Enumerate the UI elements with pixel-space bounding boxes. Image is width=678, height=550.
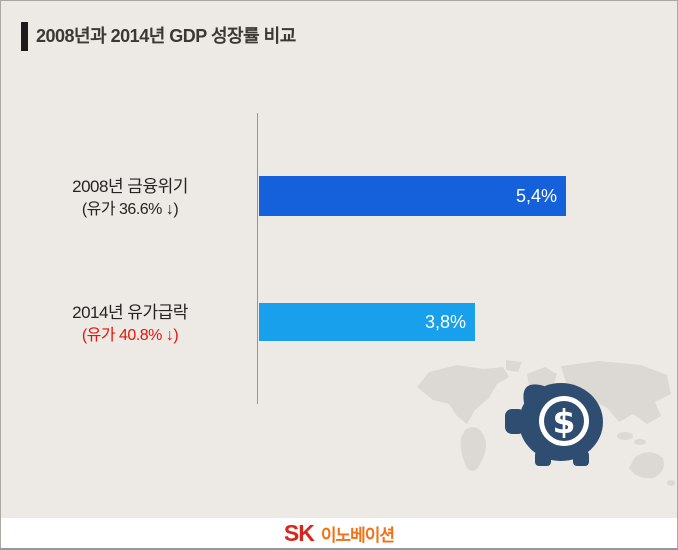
decoration-graphic: $	[417, 360, 675, 486]
bar-value-label: 3,8%	[424, 311, 466, 332]
chart-baseline-axis	[257, 113, 258, 404]
world-map-icon	[417, 360, 675, 486]
bar-2014-gdp-growth: 3,8%	[259, 303, 475, 341]
category-subtitle: (유가 36.6% ↓)	[81, 201, 179, 218]
sk-logo: SK	[283, 520, 315, 546]
category-subtitle: (유가 40.8% ↓)	[81, 327, 179, 344]
bar-2008-gdp-growth: 5,4%	[259, 176, 566, 216]
category-title: 2008년 금융위기	[72, 177, 188, 196]
category-title: 2014년 유가급락	[72, 303, 188, 322]
bar-value-label: 5,4%	[515, 185, 557, 206]
title-accent-bar	[21, 22, 28, 51]
dollar-sign-glyph: $	[553, 402, 576, 441]
dollar-coin-icon: $	[539, 396, 589, 446]
page-title: 2008년과 2014년 GDP 성장률 비교	[36, 26, 296, 46]
category-label-2014: 2014년 유가급락 (유가 40.8% ↓)	[19, 301, 241, 347]
title-row: 2008년과 2014년 GDP 성장률 비교	[21, 22, 296, 51]
category-label-2008: 2008년 금융위기 (유가 36.6% ↓)	[19, 175, 241, 221]
sk-innovation-wordmark: 이노베이션	[320, 525, 395, 545]
footer-logo-strip: SK 이노베이션	[1, 518, 677, 548]
